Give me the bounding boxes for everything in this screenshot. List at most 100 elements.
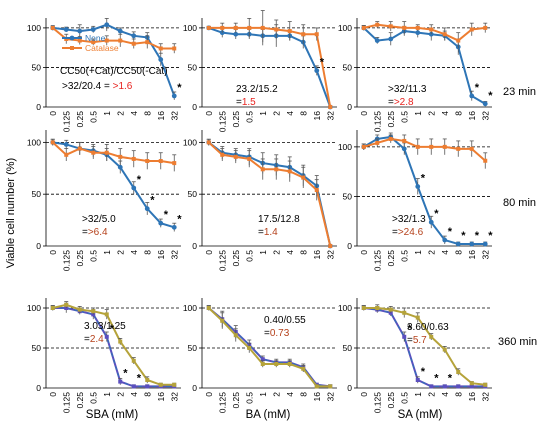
x-tick-label: 16: [312, 250, 322, 260]
data-point: [402, 25, 407, 30]
data-point: [388, 307, 393, 312]
x-tick-label: 1: [258, 392, 268, 397]
x-tick-label: 0.5: [244, 392, 254, 404]
data-point: [118, 379, 123, 384]
data-point: [77, 146, 82, 151]
annotation-fold: >6.4: [88, 227, 108, 238]
data-point: [429, 384, 434, 389]
data-point: [375, 22, 380, 27]
series-catalase: [361, 134, 488, 169]
x-tick-label: 32: [325, 250, 335, 260]
annotation-values: >32/20.4 =: [62, 81, 113, 92]
data-point: [469, 241, 475, 247]
x-tick-label: 0: [48, 111, 58, 116]
annotation-values: >32/5.0: [82, 214, 116, 225]
data-point: [415, 184, 421, 189]
x-tick-label: 8: [298, 111, 308, 116]
x-tick-label: 8: [298, 250, 308, 255]
y-tick-label: 100: [183, 137, 197, 147]
x-tick-label: 16: [312, 392, 322, 402]
data-point: [375, 140, 380, 145]
data-point: [145, 40, 150, 45]
x-tick-label: 8: [453, 392, 463, 397]
y-tick-label: 50: [188, 62, 198, 72]
data-point: [401, 146, 407, 152]
data-point: [131, 384, 136, 389]
data-point: [287, 29, 292, 34]
y-tick-label: 100: [27, 137, 41, 147]
x-tick-label: 0.125: [217, 392, 227, 414]
x-tick-label: 1: [258, 250, 268, 255]
data-point: [415, 378, 420, 382]
data-point: [206, 25, 211, 30]
data-point: [104, 22, 110, 28]
y-tick-label: 0: [347, 383, 352, 393]
data-point: [429, 334, 434, 339]
data-point: [64, 302, 69, 307]
data-point: [90, 27, 96, 32]
x-tick-label: 0: [359, 111, 369, 116]
annotation-ratio: =>6.4: [82, 227, 108, 238]
y-tick-label: 100: [338, 142, 352, 152]
significance-star: *: [475, 82, 480, 94]
x-tick-label: 16: [156, 250, 166, 260]
x-tick-label: 1: [413, 250, 423, 255]
annotation-fold: >2.8: [394, 97, 414, 108]
x-tick-label: 2: [426, 111, 436, 116]
series-line: [208, 307, 331, 388]
data-point: [158, 382, 163, 387]
series-line: [363, 307, 486, 386]
y-tick-label: 50: [343, 62, 353, 72]
data-point: [428, 219, 434, 225]
x-axis-label-sa: SA (mM): [398, 409, 443, 421]
data-point: [442, 237, 448, 243]
x-tick-label: 0.25: [75, 111, 85, 128]
data-point: [171, 93, 177, 99]
annotation-fold: 2.4: [90, 334, 104, 345]
x-tick-label: 1: [102, 111, 112, 116]
x-tick-label: 0.125: [61, 250, 71, 272]
data-point: [314, 68, 320, 74]
data-point: [77, 38, 82, 43]
annotation-equals: =: [407, 335, 413, 346]
significance-star: *: [110, 323, 115, 335]
data-point: [104, 38, 109, 43]
x-tick-label: 16: [312, 111, 322, 121]
x-tick-label: 2: [115, 250, 125, 255]
y-tick-label: 50: [188, 343, 198, 353]
x-tick-label: 0: [204, 111, 214, 116]
data-point: [483, 382, 488, 387]
data-point: [415, 315, 420, 320]
x-tick-label: 4: [285, 392, 295, 397]
data-point: [172, 382, 177, 387]
y-tick-label: 0: [36, 383, 41, 393]
row-label-23min: 23 min: [503, 86, 536, 98]
significance-star: *: [150, 195, 155, 207]
data-point: [63, 27, 69, 32]
significance-star: *: [421, 366, 426, 378]
y-tick-label: 50: [343, 343, 353, 353]
x-tick-label: 4: [129, 250, 139, 255]
x-tick-label: 1: [102, 250, 112, 255]
x-tick-label: 0.25: [231, 250, 241, 267]
annotation-ratio: =>24.6: [392, 227, 424, 238]
x-tick-label: 16: [156, 111, 166, 121]
x-tick-label: 2: [115, 111, 125, 116]
y-tick-label: 0: [192, 102, 197, 112]
x-tick-label: 1: [413, 392, 423, 397]
data-point: [220, 318, 225, 323]
legend-label-catalase: Catalase: [85, 43, 119, 53]
series-line: [208, 141, 332, 247]
data-point: [483, 25, 488, 30]
x-tick-label: 0.25: [231, 392, 241, 409]
x-tick-label: 0.5: [244, 111, 254, 123]
x-tick-label: 32: [169, 392, 179, 402]
x-tick-label: 0.25: [75, 392, 85, 409]
x-tick-label: 0.25: [386, 392, 396, 409]
data-point: [374, 38, 380, 43]
data-point: [361, 25, 366, 30]
x-tick-label: 4: [285, 250, 295, 255]
significance-star: *: [320, 57, 325, 69]
